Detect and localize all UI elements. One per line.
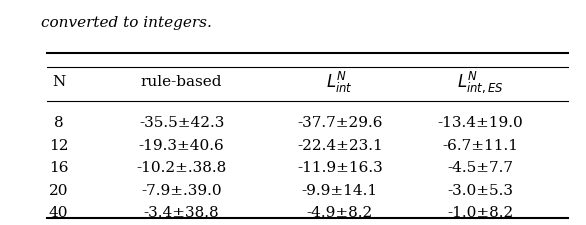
Text: -19.3±40.6: -19.3±40.6 xyxy=(139,138,224,152)
Text: converted to integers.: converted to integers. xyxy=(41,16,212,30)
Text: -9.9±14.1: -9.9±14.1 xyxy=(302,183,378,197)
Text: -37.7±29.6: -37.7±29.6 xyxy=(297,116,383,130)
Text: 12: 12 xyxy=(49,138,69,152)
Text: rule-based: rule-based xyxy=(141,75,223,89)
Text: -22.4±23.1: -22.4±23.1 xyxy=(297,138,383,152)
Text: -35.5±42.3: -35.5±42.3 xyxy=(139,116,224,130)
Text: 40: 40 xyxy=(49,205,69,219)
Text: -11.9±16.3: -11.9±16.3 xyxy=(297,161,383,175)
Text: $L_{int}^{N}$: $L_{int}^{N}$ xyxy=(326,70,353,95)
Text: -6.7±11.1: -6.7±11.1 xyxy=(442,138,519,152)
Text: -3.0±5.3: -3.0±5.3 xyxy=(448,183,513,197)
Text: -13.4±19.0: -13.4±19.0 xyxy=(438,116,523,130)
Text: -10.2±.38.8: -10.2±.38.8 xyxy=(137,161,227,175)
Text: $L_{int,ES}^{N}$: $L_{int,ES}^{N}$ xyxy=(457,69,504,95)
Text: -1.0±8.2: -1.0±8.2 xyxy=(447,205,514,219)
Text: -3.4±38.8: -3.4±38.8 xyxy=(144,205,220,219)
Text: 20: 20 xyxy=(49,183,69,197)
Text: 16: 16 xyxy=(49,161,69,175)
Text: N: N xyxy=(52,75,65,89)
Text: -7.9±.39.0: -7.9±.39.0 xyxy=(141,183,222,197)
Text: -4.5±7.7: -4.5±7.7 xyxy=(448,161,513,175)
Text: 8: 8 xyxy=(54,116,63,130)
Text: -4.9±8.2: -4.9±8.2 xyxy=(306,205,373,219)
